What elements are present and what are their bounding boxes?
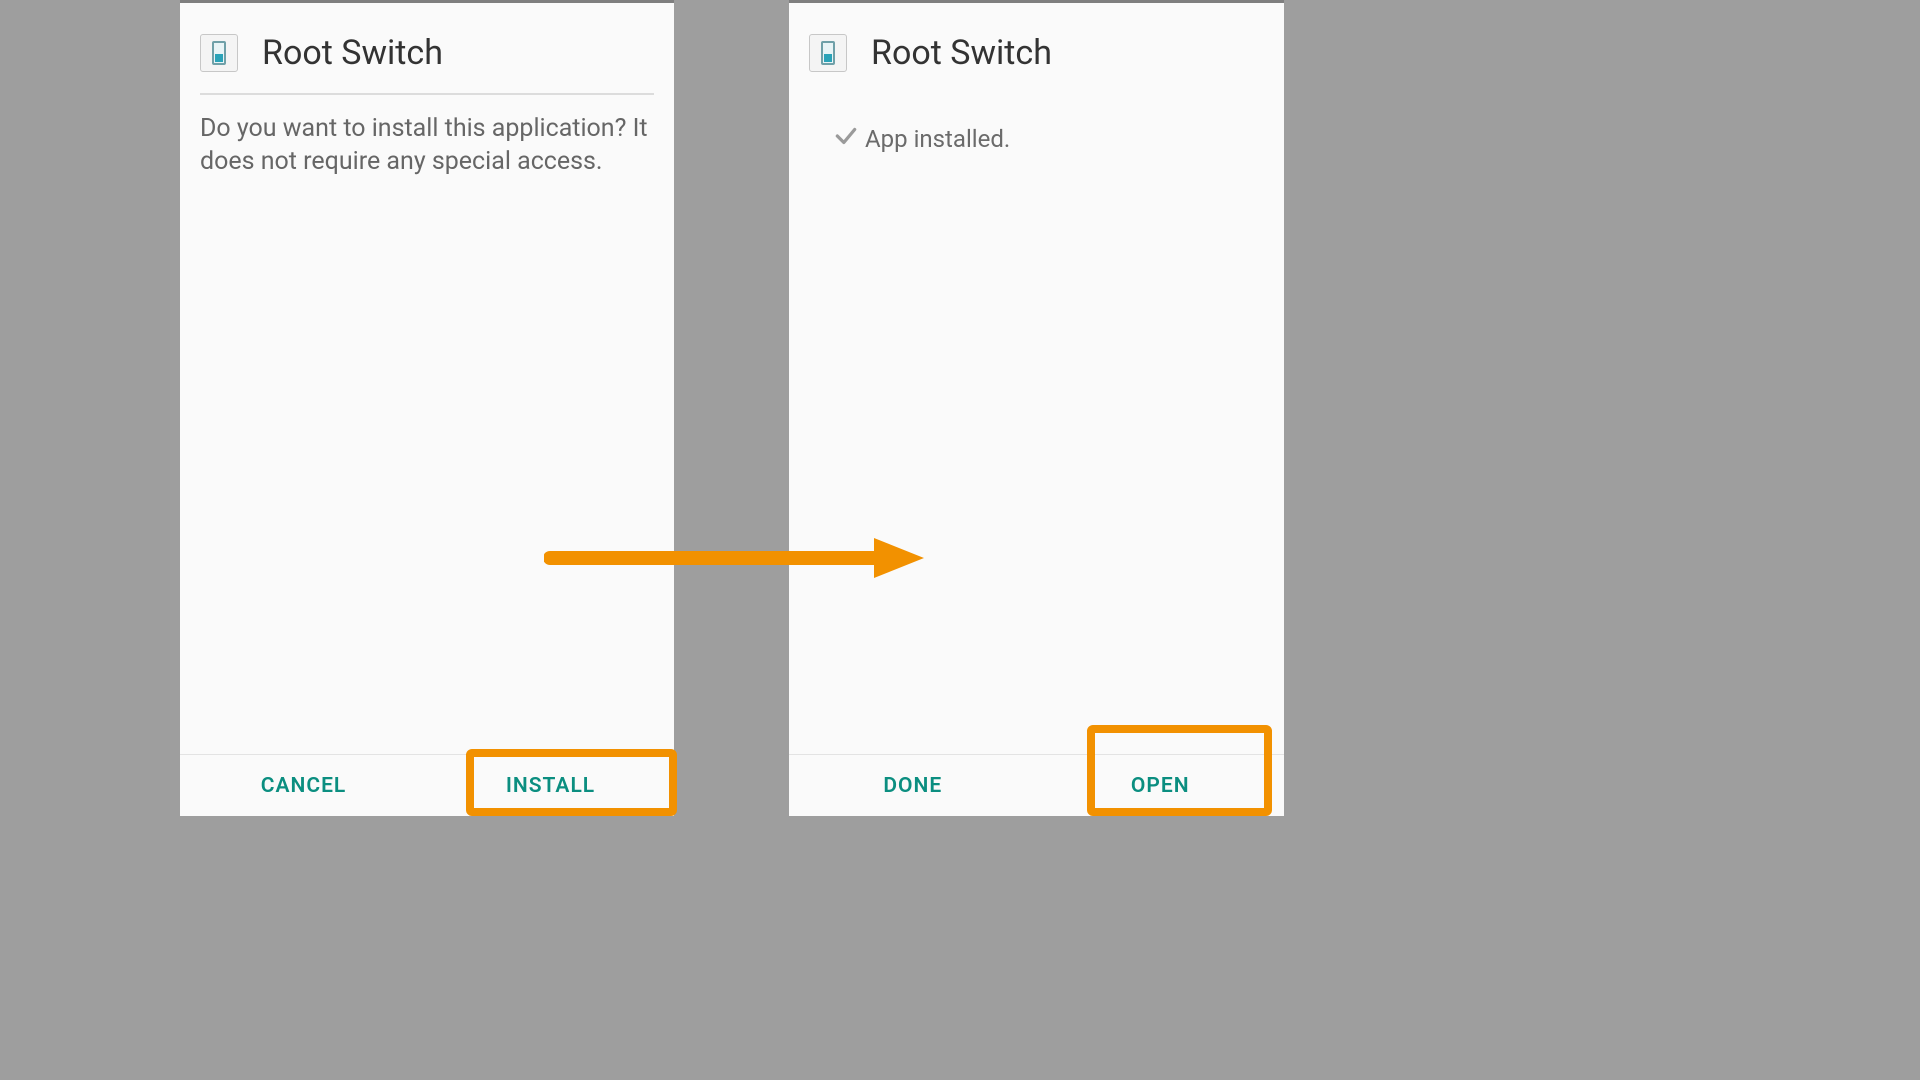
root-switch-app-icon bbox=[809, 34, 847, 72]
install-prompt-header: Root Switch bbox=[180, 3, 674, 93]
root-switch-app-icon bbox=[200, 34, 238, 72]
install-button[interactable]: INSTALL bbox=[427, 755, 674, 816]
open-button[interactable]: OPEN bbox=[1037, 755, 1285, 816]
cancel-button[interactable]: CANCEL bbox=[180, 755, 427, 816]
install-prompt-text: Do you want to install this application?… bbox=[180, 113, 674, 178]
installed-status-row: App installed. bbox=[789, 93, 1284, 155]
app-title: Root Switch bbox=[871, 33, 1052, 73]
installed-button-bar: DONE OPEN bbox=[789, 754, 1284, 816]
installed-header: Root Switch bbox=[789, 3, 1284, 93]
cancel-button-label: CANCEL bbox=[261, 774, 347, 798]
app-title: Root Switch bbox=[262, 33, 443, 73]
installed-status-text: App installed. bbox=[865, 125, 1010, 153]
done-button-label: DONE bbox=[883, 774, 942, 798]
install-prompt-panel: Root Switch Do you want to install this … bbox=[180, 0, 674, 816]
install-prompt-button-bar: CANCEL INSTALL bbox=[180, 754, 674, 816]
header-divider bbox=[200, 93, 654, 95]
done-button[interactable]: DONE bbox=[789, 755, 1037, 816]
installed-panel: Root Switch App installed. DONE OPEN bbox=[789, 0, 1284, 816]
open-button-label: OPEN bbox=[1131, 774, 1190, 798]
install-button-label: INSTALL bbox=[506, 774, 595, 798]
checkmark-icon bbox=[833, 123, 859, 155]
